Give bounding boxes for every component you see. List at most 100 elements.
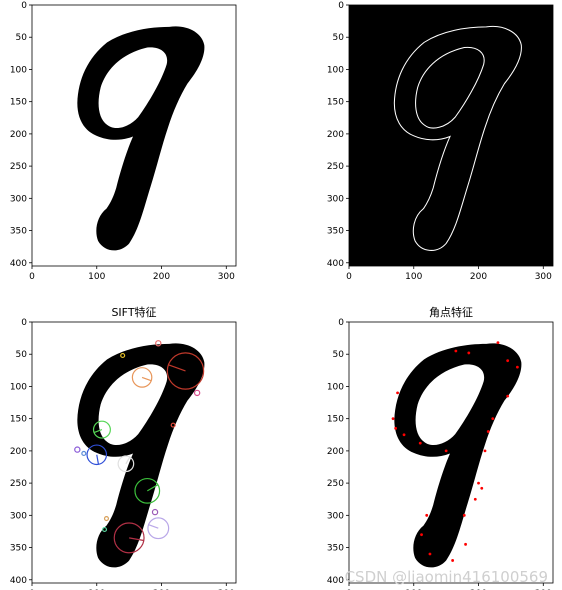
y-tick-label: 350 bbox=[10, 544, 27, 554]
y-tick-label: 300 bbox=[327, 194, 344, 204]
panel-sift: SIFT特征0100200300050100150200250300350400 bbox=[10, 305, 237, 590]
corner-point bbox=[394, 426, 398, 430]
y-tick-label: 400 bbox=[327, 576, 344, 586]
glyph-nine bbox=[77, 343, 205, 568]
sift-keypoint-orientation bbox=[168, 364, 186, 372]
sift-keypoint-circle bbox=[170, 422, 176, 428]
sift-keypoint-circle bbox=[74, 446, 81, 453]
corner-point bbox=[418, 441, 422, 445]
sift-keypoint-circle bbox=[117, 455, 135, 473]
glyph-nine bbox=[77, 26, 205, 251]
corner-point bbox=[506, 394, 510, 398]
y-tick-label: 250 bbox=[10, 479, 27, 489]
edge-inner-contour bbox=[415, 46, 485, 129]
sift-keypoint-circle bbox=[155, 340, 162, 347]
sift-keypoint-orientation bbox=[125, 456, 131, 465]
corner-point bbox=[451, 559, 455, 562]
y-tick-label: 50 bbox=[16, 350, 28, 360]
axes-frame bbox=[31, 4, 237, 267]
edge-outer-contour bbox=[393, 25, 522, 251]
sift-keypoint-circle bbox=[193, 389, 201, 397]
y-tick-label: 0 bbox=[21, 1, 27, 11]
x-tick-label: 0 bbox=[346, 272, 352, 282]
y-tick-label: 250 bbox=[10, 162, 27, 172]
y-tick-label: 300 bbox=[10, 511, 27, 521]
y-tick-label: 50 bbox=[333, 33, 345, 43]
corner-point bbox=[477, 481, 480, 485]
sift-keypoint-circle bbox=[147, 517, 170, 540]
corner-point bbox=[486, 430, 490, 433]
corner-point bbox=[496, 341, 500, 345]
sift-keypoint-circle bbox=[86, 444, 108, 466]
sift-keypoint-orientation bbox=[148, 524, 159, 529]
image-background bbox=[349, 5, 553, 266]
y-tick-label: 300 bbox=[327, 511, 344, 521]
sift-keypoint-circle bbox=[166, 352, 205, 390]
y-tick-label: 0 bbox=[338, 318, 344, 328]
corner-point bbox=[515, 365, 519, 369]
corner-point bbox=[467, 351, 471, 355]
y-tick-label: 250 bbox=[327, 479, 344, 489]
sift-keypoint-circle bbox=[120, 352, 126, 359]
corner-point bbox=[425, 513, 429, 517]
x-tick-label: 100 bbox=[405, 272, 422, 282]
corner-point bbox=[420, 533, 423, 537]
corner-point bbox=[462, 513, 466, 517]
axes-frame bbox=[348, 321, 554, 584]
y-tick-label: 300 bbox=[10, 194, 27, 204]
sift-keypoint-circle bbox=[101, 526, 108, 533]
x-tick-label: 300 bbox=[535, 272, 552, 282]
x-tick-label: 300 bbox=[218, 272, 235, 282]
corner-point bbox=[396, 391, 399, 395]
y-tick-label: 200 bbox=[10, 130, 27, 140]
axes-frame bbox=[348, 4, 554, 267]
panel-original: 0 100 200 300 0 50 100 150 200 250 300 350 400 bbox=[10, 1, 237, 282]
corner-point bbox=[483, 449, 487, 453]
y-tick-label: 200 bbox=[327, 130, 344, 140]
corner-point bbox=[480, 486, 484, 490]
sift-keypoint-orientation bbox=[146, 484, 159, 492]
sift-keypoint-circle bbox=[81, 450, 87, 457]
y-tick-label: 350 bbox=[10, 227, 27, 237]
panel-corners: 角点特征0100200300050100150200250300350400 bbox=[327, 305, 554, 590]
corner-point bbox=[464, 542, 467, 546]
glyph-streak bbox=[446, 425, 465, 449]
x-tick-label: 0 bbox=[29, 272, 35, 282]
glyph-streak bbox=[129, 425, 148, 449]
y-tick-label: 400 bbox=[327, 259, 344, 269]
y-tick-label: 350 bbox=[327, 544, 344, 554]
y-tick-label: 150 bbox=[10, 415, 27, 425]
y-tick-label: 100 bbox=[10, 65, 27, 75]
y-tick-label: 50 bbox=[333, 350, 345, 360]
sift-keypoint-circle bbox=[113, 522, 145, 554]
y-tick-label: 400 bbox=[10, 576, 27, 586]
y-tick-label: 250 bbox=[327, 162, 344, 172]
x-tick-label: 200 bbox=[470, 272, 487, 282]
corner-point bbox=[402, 433, 406, 437]
y-tick-label: 150 bbox=[10, 98, 27, 108]
y-tick-label: 0 bbox=[338, 1, 344, 11]
y-tick-label: 200 bbox=[327, 447, 344, 457]
watermark: CSDN @liaomin416100569 bbox=[344, 568, 548, 586]
y-tick-label: 100 bbox=[327, 382, 344, 392]
sift-keypoint-orientation bbox=[129, 537, 144, 542]
glyph-nine bbox=[394, 343, 522, 568]
sift-keypoint-circle bbox=[103, 516, 110, 522]
corner-point bbox=[473, 497, 477, 501]
x-tick-label: 100 bbox=[88, 272, 105, 282]
panel-edges: 0 100 200 300 0 50 100 150 200 250 300 350 400 bbox=[327, 1, 554, 282]
sift-keypoint-circle bbox=[151, 508, 159, 516]
sift-keypoint-circle bbox=[134, 477, 161, 504]
corner-point bbox=[506, 359, 510, 363]
panel-title: SIFT特征 bbox=[111, 305, 156, 319]
corner-point bbox=[454, 349, 458, 353]
panel-title: 角点特征 bbox=[429, 305, 473, 319]
sift-keypoint-orientation bbox=[96, 454, 100, 465]
axes-frame bbox=[31, 321, 237, 584]
glyph-streak bbox=[129, 108, 148, 132]
x-tick-label: 200 bbox=[153, 272, 170, 282]
y-tick-label: 150 bbox=[327, 415, 344, 425]
corner-point bbox=[391, 417, 395, 421]
y-tick-label: 150 bbox=[327, 98, 344, 108]
